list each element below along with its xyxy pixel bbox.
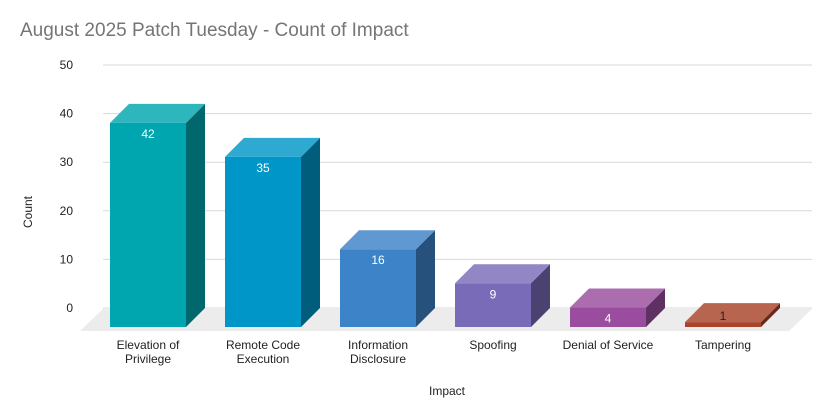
bar-side — [531, 264, 550, 327]
x-tick-label: Information Disclosure — [348, 338, 408, 366]
bar-top — [685, 303, 780, 323]
bar-front — [110, 122, 186, 327]
y-tick-label: 50 — [60, 58, 74, 72]
bar: 9 — [455, 264, 550, 327]
bar: 35 — [225, 137, 320, 327]
y-tick-label: 30 — [60, 155, 74, 169]
bars: 42 35 16 9 4 1 — [110, 103, 780, 327]
bar: 42 — [110, 103, 205, 327]
bar-value-label: 4 — [605, 312, 612, 326]
bar-front — [225, 156, 301, 327]
chart-title: August 2025 Patch Tuesday - Count of Imp… — [20, 20, 409, 41]
bar-side — [646, 288, 665, 327]
bar-value-label: 9 — [490, 287, 497, 301]
x-axis-labels: Elevation of Privilege Remote Code Executio… — [117, 338, 751, 366]
bar-side — [186, 103, 205, 327]
bar: 1 — [685, 303, 780, 327]
y-tick-label: 0 — [66, 301, 73, 315]
bar-value-label: 42 — [141, 127, 155, 141]
bar-top — [225, 137, 320, 157]
x-tick-label: Remote Code Execution — [226, 338, 300, 366]
bar-side — [761, 303, 780, 327]
bar-top — [455, 264, 550, 284]
x-tick-label: Spoofing — [469, 338, 516, 352]
bar-top — [110, 103, 205, 123]
y-axis-ticks: 0 10 20 30 40 50 — [60, 58, 74, 315]
bar-top — [340, 230, 435, 250]
y-tick-label: 40 — [60, 107, 74, 121]
x-tick-label: Elevation of Privilege — [117, 338, 180, 366]
x-axis-title: Impact — [429, 384, 466, 398]
gridlines — [103, 64, 812, 309]
bar-value-label: 16 — [371, 253, 385, 267]
bar-top — [570, 288, 665, 308]
bar: 16 — [340, 230, 435, 327]
bar-front — [340, 249, 416, 327]
x-tick-label: Denial of Service — [563, 338, 654, 352]
bar-value-label: 35 — [256, 161, 270, 175]
bar-front — [685, 322, 761, 327]
bar-value-label: 1 — [720, 309, 727, 323]
bar-front — [455, 283, 531, 327]
bar: 4 — [570, 288, 665, 327]
bar-side — [301, 137, 320, 327]
y-tick-label: 10 — [60, 252, 74, 266]
x-tick-label: Tampering — [695, 338, 751, 352]
y-tick-label: 20 — [60, 204, 74, 218]
bar-front — [570, 307, 646, 327]
bar-side — [416, 230, 435, 327]
y-axis-title: Count — [21, 195, 35, 228]
